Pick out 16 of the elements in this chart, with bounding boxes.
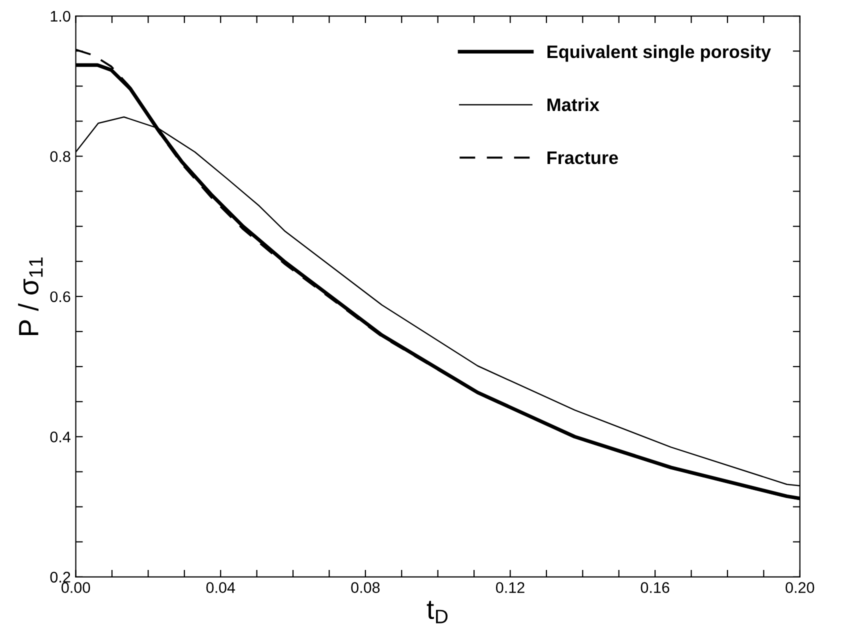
legend-label: Fracture bbox=[548, 152, 618, 164]
y-axis-title: P / σ$_{11}$ bbox=[18, 258, 43, 336]
legend-label: Equivalent single porosity bbox=[548, 44, 771, 62]
y-tick-label: 0.4 bbox=[50, 432, 70, 442]
x-tick-label: 0.00 bbox=[62, 582, 90, 593]
y-tick-label: 1.0 bbox=[50, 10, 70, 22]
y-tick-label: 0.2 bbox=[50, 572, 70, 583]
x-tick-label: 0.12 bbox=[496, 582, 524, 593]
legend-label: Matrix bbox=[548, 98, 600, 112]
y-tick-label: 0.6 bbox=[50, 291, 70, 302]
x-tick-label: 0.04 bbox=[206, 582, 236, 593]
x-axis-title: t$_{D}$ bbox=[426, 600, 448, 624]
x-tick-label: 0.20 bbox=[786, 582, 814, 593]
x-tick-label: 0.16 bbox=[640, 582, 670, 593]
x-tick-label: 0.08 bbox=[351, 582, 380, 593]
y-tick-label: 0.8 bbox=[50, 151, 70, 162]
